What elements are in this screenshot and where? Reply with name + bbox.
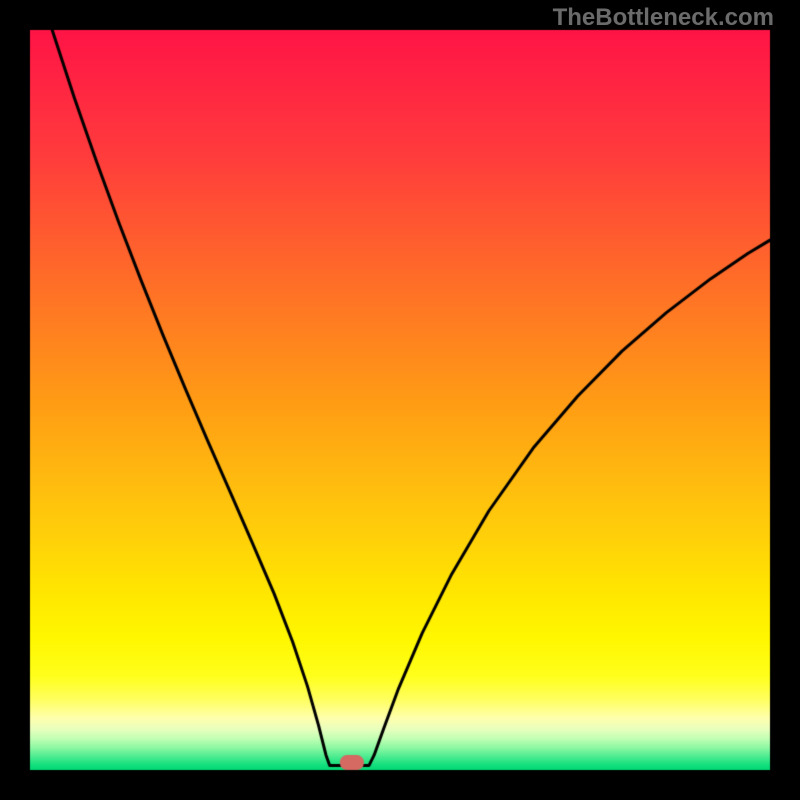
- watermark-text: TheBottleneck.com: [553, 4, 774, 32]
- bottleneck-chart-canvas: [0, 0, 800, 800]
- chart-stage: TheBottleneck.com: [0, 0, 800, 800]
